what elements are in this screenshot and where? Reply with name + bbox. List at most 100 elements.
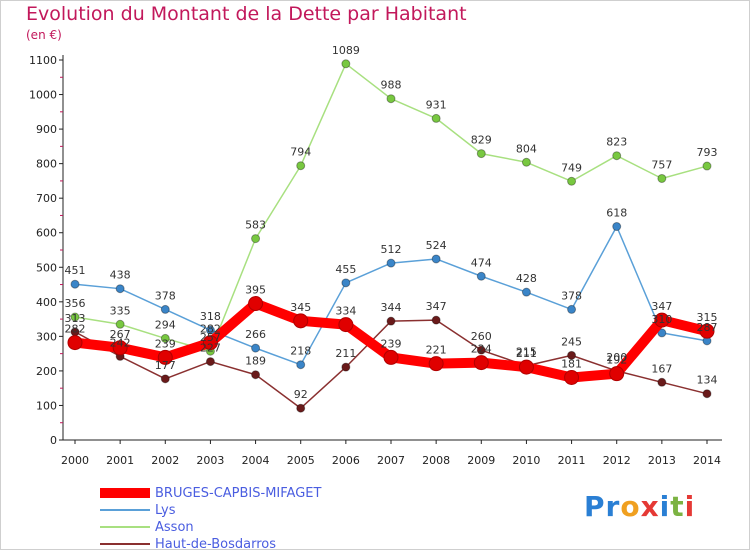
- data-point: [428, 356, 444, 372]
- y-tick-label: 600: [36, 227, 57, 240]
- x-tick-label: 2014: [693, 454, 721, 467]
- y-tick-label: 200: [36, 365, 57, 378]
- data-point: [612, 151, 622, 161]
- data-point: [657, 377, 667, 387]
- logo-letter: P: [584, 490, 606, 523]
- chart-title: Evolution du Montant de la Dette par Hab…: [26, 3, 467, 25]
- x-tick-label: 2000: [61, 454, 89, 467]
- y-tick-label: 800: [36, 158, 57, 171]
- data-label: 1089: [332, 44, 360, 57]
- x-tick-label: 2005: [287, 454, 315, 467]
- x-tick-label: 2006: [332, 454, 360, 467]
- data-label: 215: [516, 346, 537, 359]
- data-label: 287: [697, 321, 718, 334]
- y-tick-label: 400: [36, 296, 57, 309]
- y-tick-label: 100: [36, 399, 57, 412]
- data-point: [654, 312, 670, 328]
- logo-letter: i: [659, 490, 671, 523]
- data-label: 583: [245, 219, 266, 232]
- series-lys: [70, 222, 712, 370]
- data-label: 92: [294, 388, 308, 401]
- data-point: [341, 59, 351, 69]
- data-label: 315: [697, 311, 718, 324]
- data-label: 829: [471, 134, 492, 147]
- y-tick-label: 1000: [29, 89, 57, 102]
- x-tick-label: 2007: [377, 454, 405, 467]
- data-point: [67, 335, 83, 351]
- data-point: [476, 345, 486, 355]
- logo-letter: x: [640, 490, 660, 523]
- data-point: [431, 315, 441, 325]
- data-point: [205, 357, 215, 367]
- x-tick-label: 2008: [422, 454, 450, 467]
- data-labels: 282 267 239 282 395 345 334 239 221 224 211 181 192 3…: [65, 44, 718, 401]
- data-label: 356: [65, 297, 86, 310]
- data-label: 239: [381, 337, 402, 350]
- data-label: 345: [290, 301, 311, 314]
- logo-letter: r: [605, 490, 621, 523]
- x-tick-label: 2013: [648, 454, 676, 467]
- data-label: 793: [697, 146, 718, 159]
- data-label: 294: [155, 318, 176, 331]
- y-tick-label: 1100: [29, 54, 57, 67]
- data-point: [251, 234, 261, 244]
- data-label: 218: [290, 345, 311, 358]
- data-point: [383, 349, 399, 365]
- data-point: [115, 284, 125, 294]
- data-point: [564, 369, 580, 385]
- data-label: 181: [561, 357, 582, 370]
- data-point: [657, 173, 667, 183]
- data-point: [657, 328, 667, 338]
- data-point: [386, 258, 396, 268]
- logo-letter: t: [670, 490, 685, 523]
- data-point: [296, 161, 306, 171]
- data-label: 823: [606, 136, 627, 149]
- legend-swatch: [100, 543, 150, 545]
- data-point: [473, 355, 489, 371]
- data-point: [338, 317, 354, 333]
- data-label: 428: [516, 272, 537, 285]
- data-point: [251, 370, 261, 380]
- data-label: 988: [381, 79, 402, 92]
- data-label: 347: [651, 300, 672, 313]
- series-bruges-capbis-mifaget: [67, 296, 715, 385]
- data-point: [386, 94, 396, 104]
- data-point: [296, 403, 306, 413]
- proxiti-logo: Proxiti: [584, 490, 695, 523]
- data-label: 474: [471, 256, 492, 269]
- y-tick-label: 900: [36, 123, 57, 136]
- legend-label: Haut-de-Bosdarros: [155, 537, 277, 552]
- data-point: [609, 366, 625, 382]
- data-label: 239: [155, 337, 176, 350]
- data-label: 227: [200, 342, 221, 355]
- data-label: 221: [426, 344, 447, 357]
- logo-letter: i: [684, 490, 696, 523]
- data-point: [567, 176, 577, 186]
- data-label: 318: [200, 310, 221, 323]
- data-point: [70, 312, 80, 322]
- data-point: [248, 296, 264, 312]
- data-label: 618: [606, 207, 627, 220]
- data-label: 200: [606, 351, 627, 364]
- data-label: 378: [561, 289, 582, 302]
- data-label: 512: [381, 243, 402, 256]
- y-tick-label: 300: [36, 330, 57, 343]
- data-label: 310: [651, 313, 672, 326]
- data-label: 189: [245, 355, 266, 368]
- data-point: [160, 374, 170, 384]
- data-label: 282: [200, 323, 221, 336]
- data-point: [251, 343, 261, 353]
- data-label: 134: [697, 374, 718, 387]
- data-point: [567, 350, 577, 360]
- y-tick-label: 500: [36, 261, 57, 274]
- data-point: [567, 304, 577, 314]
- data-point: [431, 113, 441, 123]
- y-tick-label: 700: [36, 192, 57, 205]
- series-lines: [67, 59, 715, 413]
- data-label: 931: [426, 98, 447, 111]
- data-label: 211: [335, 347, 356, 360]
- data-point: [341, 278, 351, 288]
- data-label: 267: [110, 328, 131, 341]
- chart-unit: (en €): [26, 28, 62, 42]
